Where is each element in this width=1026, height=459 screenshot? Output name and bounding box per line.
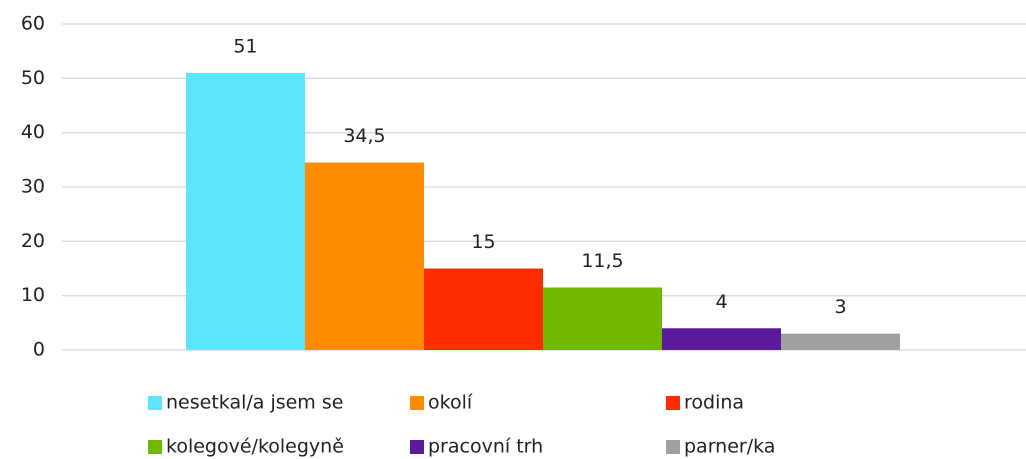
- legend-swatch: [148, 440, 162, 454]
- y-tick-label: 10: [21, 284, 45, 306]
- data-label: 34,5: [343, 125, 385, 147]
- y-tick-label: 30: [21, 176, 45, 198]
- legend-label: kolegové/kolegyně: [166, 436, 344, 458]
- bar: [305, 162, 424, 350]
- data-label: 3: [834, 296, 846, 318]
- data-label: 4: [715, 291, 727, 313]
- bar: [543, 287, 662, 350]
- legend-swatch: [410, 440, 424, 454]
- bar: [424, 268, 543, 350]
- data-label: 11,5: [581, 250, 623, 272]
- y-tick-label: 60: [21, 13, 45, 35]
- bar: [186, 72, 305, 351]
- bar: [662, 328, 781, 350]
- legend-label: rodina: [684, 392, 744, 414]
- legend-swatch: [666, 396, 680, 410]
- bar: [781, 333, 900, 350]
- legend-swatch: [666, 440, 680, 454]
- legend-label: parner/ka: [684, 436, 775, 458]
- y-tick-label: 0: [33, 339, 45, 361]
- legend-label: okolí: [428, 392, 473, 414]
- legend-label: nesetkal/a jsem se: [166, 392, 343, 414]
- legend-label: pracovní trh: [428, 436, 543, 458]
- y-tick-label: 40: [21, 121, 45, 143]
- legend-swatch: [410, 396, 424, 410]
- data-label: 51: [233, 35, 257, 57]
- y-tick-label: 20: [21, 230, 45, 252]
- legend-swatch: [148, 396, 162, 410]
- y-tick-label: 50: [21, 67, 45, 89]
- data-label: 15: [471, 231, 495, 253]
